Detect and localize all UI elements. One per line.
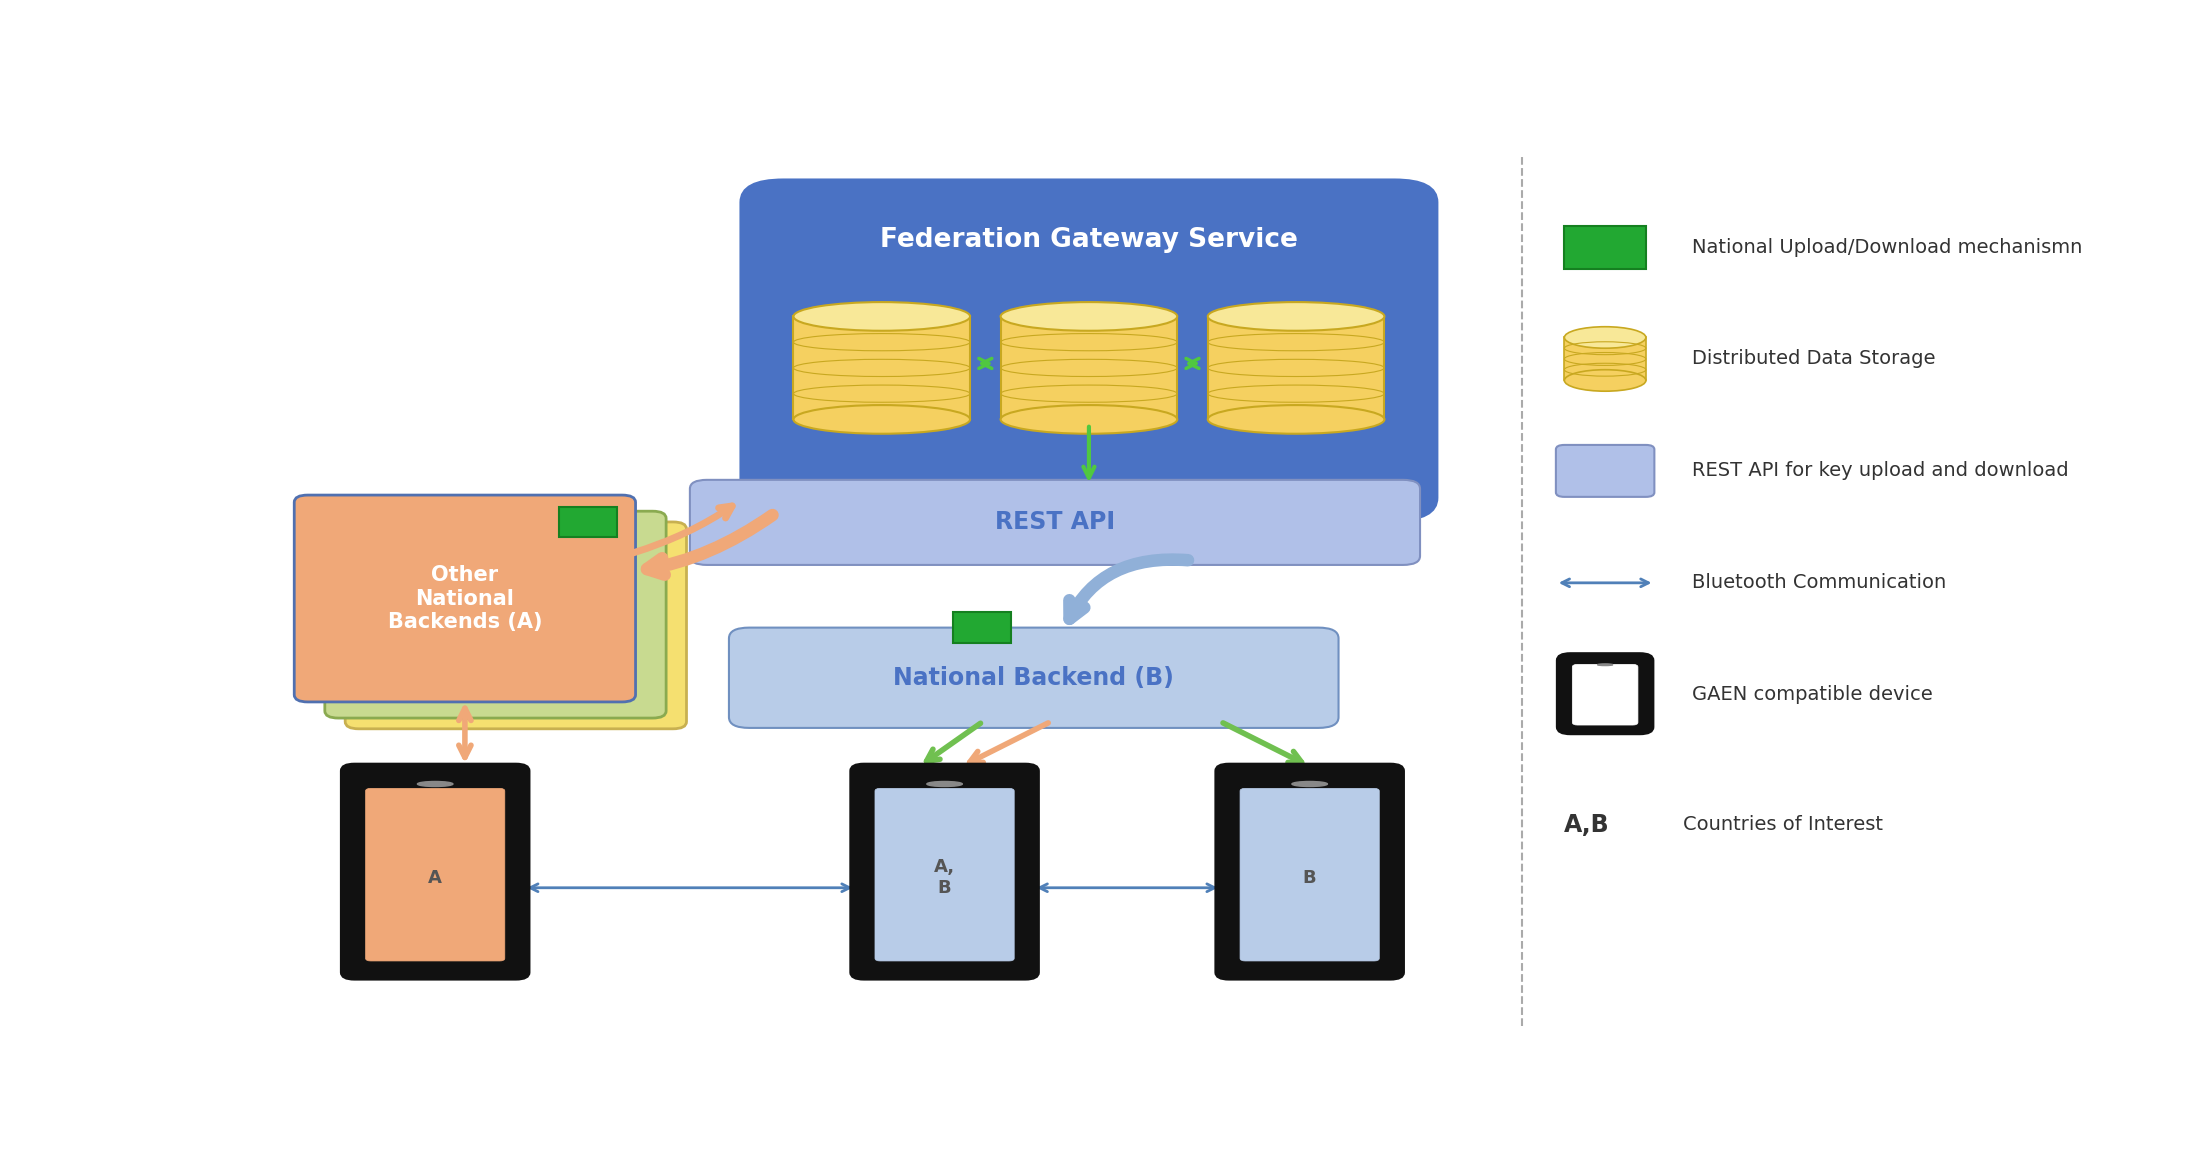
Text: A,B: A,B <box>1564 813 1610 836</box>
FancyBboxPatch shape <box>1240 789 1380 961</box>
FancyBboxPatch shape <box>874 789 1014 961</box>
Ellipse shape <box>793 302 971 330</box>
Text: REST API: REST API <box>995 511 1115 534</box>
Polygon shape <box>793 316 971 420</box>
FancyBboxPatch shape <box>741 180 1437 520</box>
FancyBboxPatch shape <box>346 522 686 729</box>
FancyBboxPatch shape <box>1573 664 1639 725</box>
Text: B: B <box>1304 869 1317 886</box>
Text: National Upload/Download mechanismn: National Upload/Download mechanismn <box>1691 237 2081 257</box>
Ellipse shape <box>1564 370 1645 391</box>
FancyBboxPatch shape <box>850 764 1039 979</box>
FancyBboxPatch shape <box>1216 764 1404 979</box>
Text: A,
B: A, B <box>933 858 955 897</box>
FancyBboxPatch shape <box>342 764 530 979</box>
Ellipse shape <box>1001 302 1177 330</box>
Text: Countries of Interest: Countries of Interest <box>1683 815 1884 834</box>
FancyBboxPatch shape <box>730 628 1339 728</box>
FancyBboxPatch shape <box>1556 445 1654 497</box>
Ellipse shape <box>927 782 962 786</box>
Ellipse shape <box>793 405 971 434</box>
FancyBboxPatch shape <box>1558 654 1654 734</box>
Text: Other
National
Backends (A): Other National Backends (A) <box>388 565 541 632</box>
Text: REST API for key upload and download: REST API for key upload and download <box>1691 462 2068 480</box>
Polygon shape <box>1001 316 1177 420</box>
Text: National Backend (B): National Backend (B) <box>894 665 1174 690</box>
Ellipse shape <box>418 782 454 786</box>
Text: GAEN compatible device: GAEN compatible device <box>1691 685 1932 705</box>
Ellipse shape <box>1597 664 1613 665</box>
Text: A: A <box>427 869 443 886</box>
Bar <box>559 507 618 537</box>
Ellipse shape <box>1207 405 1385 434</box>
Text: Distributed Data Storage: Distributed Data Storage <box>1691 349 1935 369</box>
FancyBboxPatch shape <box>294 495 635 702</box>
FancyBboxPatch shape <box>690 480 1420 565</box>
Polygon shape <box>1207 316 1385 420</box>
Bar <box>1564 226 1645 269</box>
Polygon shape <box>1564 337 1645 380</box>
Text: Federation Gateway Service: Federation Gateway Service <box>881 227 1297 254</box>
Ellipse shape <box>1564 327 1645 348</box>
Bar <box>953 613 1010 643</box>
Ellipse shape <box>1001 405 1177 434</box>
FancyBboxPatch shape <box>324 512 666 718</box>
Ellipse shape <box>1207 302 1385 330</box>
Text: Bluetooth Communication: Bluetooth Communication <box>1691 573 1946 592</box>
FancyBboxPatch shape <box>366 789 504 961</box>
Ellipse shape <box>1293 782 1328 786</box>
